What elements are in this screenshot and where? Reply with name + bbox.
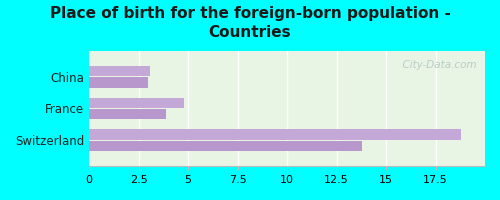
Bar <box>89 141 362 151</box>
Bar <box>89 98 184 108</box>
Bar <box>89 109 166 119</box>
Text: Place of birth for the foreign-born population -
Countries: Place of birth for the foreign-born popu… <box>50 6 450 40</box>
Bar <box>89 66 150 76</box>
Bar <box>89 129 461 140</box>
Bar <box>89 77 148 88</box>
Text: City-Data.com: City-Data.com <box>396 60 477 70</box>
